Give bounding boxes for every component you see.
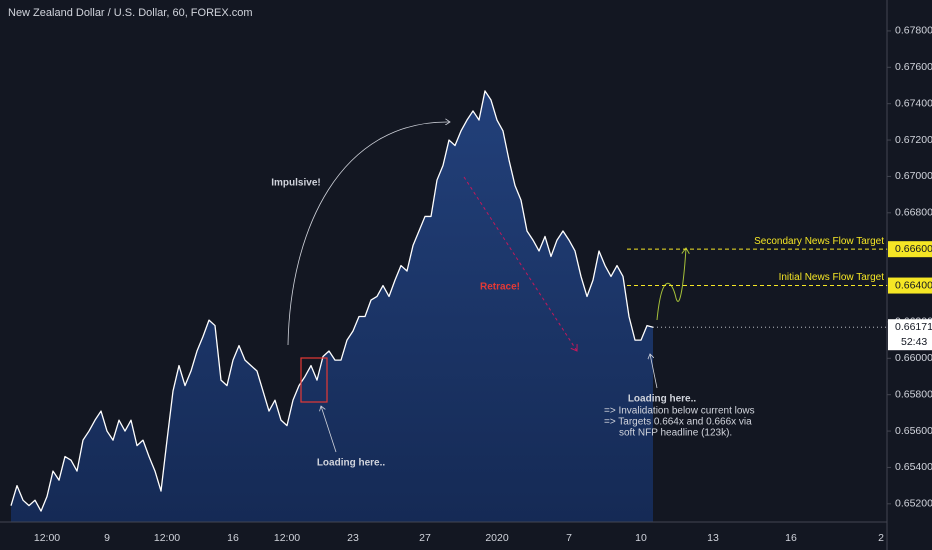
x-tick-label: 12:00	[274, 532, 300, 544]
target-price-box	[888, 241, 932, 258]
x-tick-label: 13	[707, 532, 719, 544]
last-price-label: 0.66171	[895, 321, 932, 333]
annotation: Retrace!	[480, 282, 520, 293]
x-tick-label: 10	[635, 532, 647, 544]
x-tick-label: 16	[227, 532, 239, 544]
loading-box	[300, 357, 328, 403]
annotation: soft NFP headline (123k).	[619, 428, 732, 439]
target-price-label: 0.66400	[895, 279, 932, 291]
last-price-box	[888, 319, 932, 351]
x-tick-label: 27	[419, 532, 431, 544]
annotation: => Invalidation below current lows	[604, 406, 755, 417]
annotation: => Targets 0.664x and 0.666x via	[604, 417, 752, 428]
y-tick-label: 0.67000	[895, 170, 932, 182]
annotation: Loading here..	[628, 394, 697, 405]
chart-title: New Zealand Dollar / U.S. Dollar, 60, FO…	[8, 7, 253, 19]
y-tick-label: 0.67600	[895, 61, 932, 73]
loading-arrow	[650, 354, 658, 389]
y-tick-label: 0.65600	[895, 425, 932, 437]
retrace-arrow	[463, 176, 577, 351]
x-tick-label: 2	[878, 532, 884, 544]
countdown: 52:43	[901, 336, 927, 348]
target-label: Secondary News Flow Target	[754, 236, 884, 247]
x-tick-label: 12:00	[154, 532, 180, 544]
y-tick-label: 0.65400	[895, 461, 932, 473]
price-line	[10, 90, 654, 512]
x-tick-label: 12:00	[34, 532, 60, 544]
x-tick-label: 16	[785, 532, 797, 544]
plot	[10, 90, 654, 522]
x-tick-label: 23	[347, 532, 359, 544]
y-tick-label: 0.65800	[895, 388, 932, 400]
y-tick-label: 0.66800	[895, 207, 932, 219]
target-price-box	[888, 277, 932, 294]
target-label: Initial News Flow Target	[779, 272, 885, 283]
y-tick-label: 0.67200	[895, 134, 932, 146]
annotation: Loading here..	[317, 458, 386, 469]
projection-path	[656, 248, 686, 321]
loading-arrow	[321, 406, 337, 453]
y-tick-label: 0.66000	[895, 352, 932, 364]
y-tick-label: 0.67400	[895, 97, 932, 109]
x-tick-label: 7	[566, 532, 572, 544]
y-tick-label: 0.65200	[895, 498, 932, 510]
x-tick-label: 2020	[485, 532, 509, 544]
x-tick-label: 9	[104, 532, 110, 544]
annotation: Impulsive!	[271, 178, 320, 189]
area-fill	[11, 90, 653, 522]
y-tick-label: 0.67800	[895, 25, 932, 37]
target-price-label: 0.66600	[895, 243, 932, 255]
impulse-arrow	[287, 122, 450, 346]
